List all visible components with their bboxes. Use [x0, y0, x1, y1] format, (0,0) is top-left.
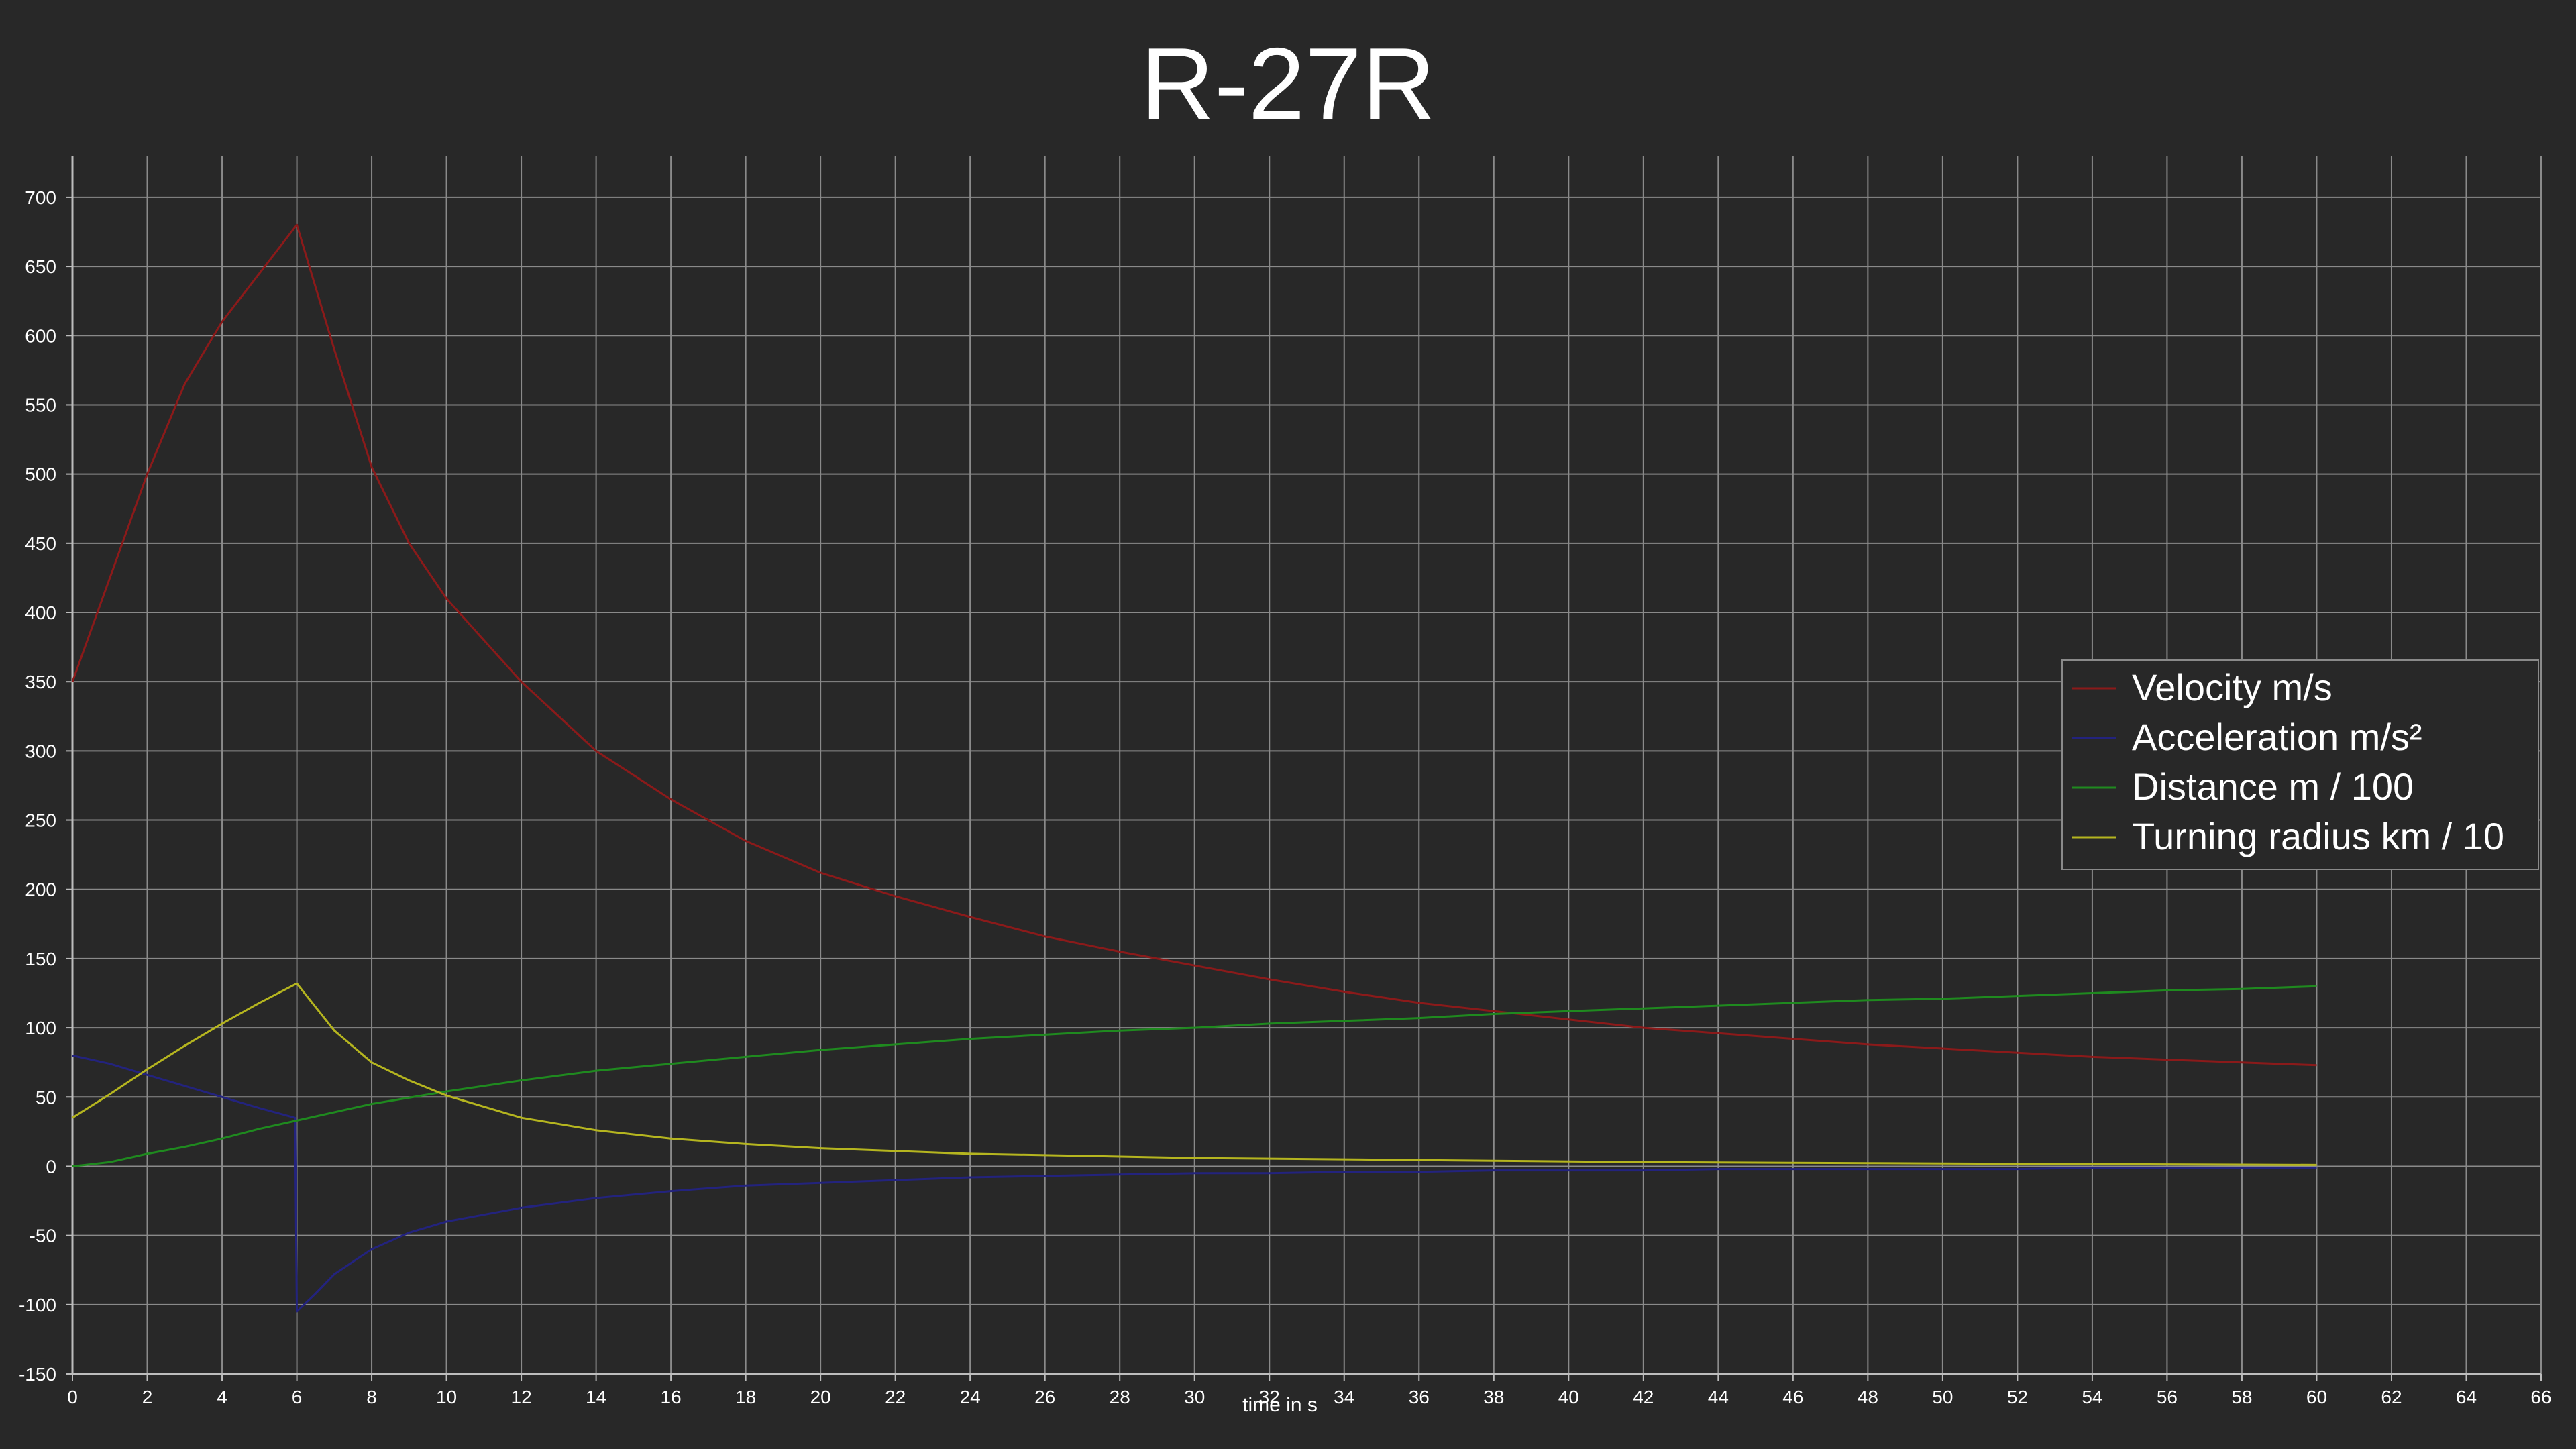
- legend-label: Distance m / 100: [2132, 765, 2414, 808]
- y-tick-label: 450: [25, 533, 56, 554]
- x-tick-label: 66: [2530, 1387, 2551, 1407]
- y-tick-label: 700: [25, 187, 56, 208]
- series-line-3: [72, 985, 2317, 1167]
- x-axis-label: time in s: [1242, 1394, 1318, 1416]
- y-tick-label: 550: [25, 394, 56, 415]
- x-tick-label: 8: [366, 1387, 377, 1407]
- x-tick-label: 14: [586, 1387, 606, 1407]
- y-tick-label: 650: [25, 256, 56, 277]
- x-tick-label: 26: [1034, 1387, 1055, 1407]
- x-tick-label: 42: [1633, 1387, 1654, 1407]
- x-tick-label: 36: [1409, 1387, 1430, 1407]
- y-tick-label: 100: [25, 1018, 56, 1038]
- y-tick-label: 400: [25, 602, 56, 623]
- x-tick-label: 56: [2157, 1387, 2178, 1407]
- y-tick-label: 250: [25, 810, 56, 831]
- x-tick-label: 54: [2082, 1387, 2102, 1407]
- x-tick-label: 34: [1334, 1387, 1354, 1407]
- x-tick-label: 44: [1708, 1387, 1729, 1407]
- x-tick-label: 60: [2306, 1387, 2327, 1407]
- axes: [66, 156, 2542, 1381]
- x-tick-label: 12: [511, 1387, 532, 1407]
- x-tick-label: 64: [2456, 1387, 2477, 1407]
- legend: Velocity m/s Acceleration m/s² Distance m …: [2061, 659, 2539, 870]
- x-tick-label: 58: [2231, 1387, 2252, 1407]
- x-tick-label: 18: [735, 1387, 756, 1407]
- x-tick-label: 52: [2007, 1387, 2028, 1407]
- legend-label: Turning radius km / 10: [2132, 815, 2504, 857]
- x-tick-label: 46: [1782, 1387, 1803, 1407]
- x-tick-label: 38: [1483, 1387, 1504, 1407]
- x-tick-label: 28: [1110, 1387, 1130, 1407]
- legend-label: Acceleration m/s²: [2132, 716, 2422, 758]
- x-tick-label: 24: [960, 1387, 981, 1407]
- y-tick-label: 0: [46, 1156, 56, 1177]
- y-tick-labels: -150 -100 -50 0 50 100 150 200 250 300 350 400 450 50…: [19, 187, 56, 1385]
- series-line-2: [72, 1054, 2317, 1313]
- x-tick-label: 10: [436, 1387, 457, 1407]
- x-tick-labels: 0 2 4 6 8 10 12 14 16 18 20 22 24 26 28 30 32 34 36 38 40 42 4…: [67, 1387, 2551, 1407]
- chart-title: R-27R: [1140, 27, 1436, 141]
- y-tick-label: -150: [19, 1364, 56, 1385]
- x-tick-label: 0: [67, 1387, 78, 1407]
- x-tick-label: 4: [217, 1387, 227, 1407]
- y-tick-label: 200: [25, 879, 56, 900]
- x-tick-label: 2: [142, 1387, 153, 1407]
- legend-label: Velocity m/s: [2132, 666, 2332, 708]
- x-tick-label: 32: [1259, 1387, 1280, 1407]
- series-line-1: [71, 223, 2317, 1067]
- y-tick-label: 600: [25, 325, 56, 346]
- y-tick-label: -50: [30, 1226, 56, 1246]
- x-tick-label: 30: [1184, 1387, 1205, 1407]
- x-tick-label: 16: [661, 1387, 682, 1407]
- x-tick-label: 48: [1858, 1387, 1878, 1407]
- x-tick-label: 50: [1932, 1387, 1953, 1407]
- y-tick-label: 350: [25, 672, 56, 692]
- x-tick-label: 22: [885, 1387, 906, 1407]
- x-tick-label: 40: [1558, 1387, 1579, 1407]
- series-lines: [71, 223, 2317, 1313]
- x-tick-label: 62: [2381, 1387, 2402, 1407]
- x-tick-label: 6: [292, 1387, 303, 1407]
- y-tick-label: 50: [36, 1087, 56, 1108]
- y-tick-label: -100: [19, 1295, 56, 1316]
- series-line-4: [72, 982, 2317, 1166]
- y-tick-label: 300: [25, 741, 56, 761]
- y-tick-label: 150: [25, 949, 56, 969]
- y-tick-label: 500: [25, 464, 56, 485]
- x-tick-label: 20: [810, 1387, 831, 1407]
- legend-box: [2061, 659, 2539, 870]
